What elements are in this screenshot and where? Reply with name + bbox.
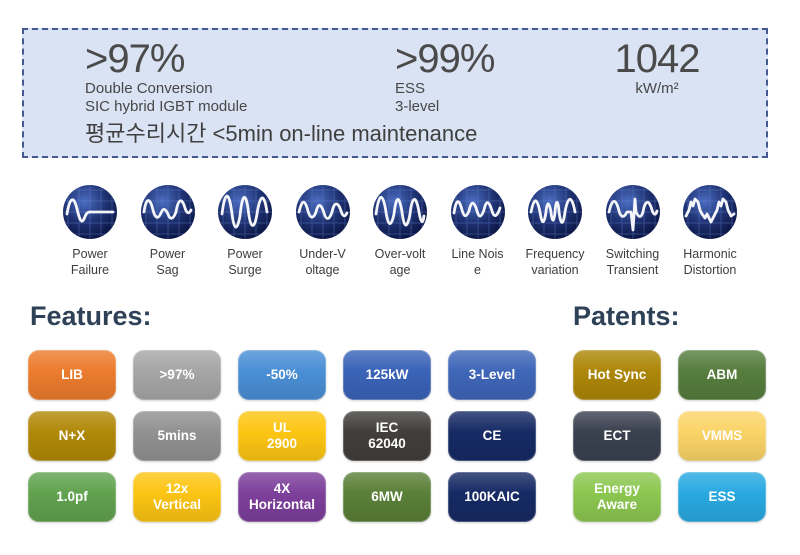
patents-heading: Patents: [573,301,680,331]
badge-label: -50% [266,367,298,383]
harmonic-distortion-item: Harmonic Distortion [672,184,748,279]
over-voltage-item: Over-volt age [362,184,438,279]
feature-badge-50: -50% [238,350,326,400]
badge-label: 4X Horizontal [249,481,315,512]
feature-badge-3-level: 3-Level [448,350,536,400]
line-noise-item: Line Nois e [440,184,516,279]
kpi-stat-efficiency: >97% Double Conversion SIC hybrid IGBT m… [85,38,247,117]
badge-label: N+X [58,428,86,444]
disturbance-icons-row: Power Failure Power Sag Power Surge [52,184,748,279]
frequency-variation-waveform-icon [528,185,582,239]
feature-badge-lib: LIB [28,350,116,400]
feature-badge-5mins: 5mins [133,411,221,461]
feature-badge-97: >97% [133,350,221,400]
badge-label: 3-Level [468,367,516,383]
patent-badge-abm: ABM [678,350,766,400]
badge-label: LIB [61,367,83,383]
disturbance-label: Frequency variation [525,247,585,278]
badge-label: Hot Sync [587,367,647,383]
badge-label: >97% [159,367,195,383]
feature-badge-6mw: 6MW [343,472,431,522]
kpi-subline: ESS [395,80,426,97]
power-surge-item: Power Surge [207,184,283,279]
badge-label: 5mins [157,428,197,444]
switching-transient-waveform-icon [605,185,660,239]
feature-badge-ul-2900: UL 2900 [238,411,326,461]
disturbance-label: Switching Transient [605,247,660,278]
power-sag-waveform-icon [140,185,195,239]
feature-badge-125kw: 125kW [343,350,431,400]
feature-badge-4x-horizontal: 4X Horizontal [238,472,326,522]
badge-label: 1.0pf [56,489,88,505]
frequency-variation-item: Frequency variation [517,184,593,279]
kpi-value: >97% [85,37,185,81]
patent-badge-energy-aware: Energy Aware [573,472,661,522]
kpi-stat-ess-efficiency: >99% ESS 3-level [395,37,495,117]
features-heading: Features: [30,301,152,331]
badge-label: ESS [708,489,736,505]
kpi-stat-power-density: 1042 kW/m² [577,38,737,98]
patents-badge-grid: Hot Sync ABM ECT VMMS Energy Aware ESS [573,350,766,522]
power-failure-item: Power Failure [52,184,128,279]
power-surge-waveform-icon [218,185,272,239]
disturbance-label: Harmonic Distortion [683,247,737,278]
under-voltage-waveform-icon [295,185,350,239]
kpi-maintenance-note: 평균수리시간 <5min on-line maintenance [85,121,478,146]
badge-label: UL 2900 [266,420,298,451]
patent-badge-ess: ESS [678,472,766,522]
switching-transient-item: Switching Transient [595,184,671,279]
feature-badge-1-0pf: 1.0pf [28,472,116,522]
badge-label: IEC 62040 [368,420,406,451]
kpi-value: 1042 [614,37,701,81]
badge-label: 6MW [371,489,403,505]
badge-label: ECT [603,428,631,444]
feature-badge-12x-vertical: 12x Vertical [133,472,221,522]
over-voltage-waveform-icon [373,185,427,239]
badge-label: 100KAIC [464,489,520,505]
patent-badge-vmms: VMMS [678,411,766,461]
disturbance-label: Power Surge [227,247,263,278]
patent-badge-ect: ECT [573,411,661,461]
disturbance-label: Power Failure [70,247,110,278]
power-sag-item: Power Sag [130,184,206,279]
under-voltage-item: Under-V oltage [285,184,361,279]
badge-label: Energy Aware [594,481,640,512]
power-failure-waveform-icon [63,185,117,239]
feature-badge-ce: CE [448,411,536,461]
badge-label: 12x Vertical [152,481,202,512]
harmonic-distortion-waveform-icon [683,185,737,239]
disturbance-label: Over-volt age [374,247,426,278]
kpi-panel: >97% Double Conversion SIC hybrid IGBT m… [22,28,768,158]
kpi-subline: 3-level [395,98,440,116]
line-noise-waveform-icon [450,185,505,239]
badge-label: VMMS [701,428,743,444]
disturbance-label: Line Nois e [451,247,504,278]
badge-label: ABM [706,367,738,383]
disturbance-label: Under-V oltage [299,247,346,278]
badge-label: 125kW [365,367,409,383]
feature-badge-iec-62040: IEC 62040 [343,411,431,461]
kpi-subline: Double Conversion [85,80,213,97]
feature-badge-100kaic: 100KAIC [448,472,536,522]
kpi-subline: SIC hybrid IGBT module [85,98,248,116]
features-badge-grid: LIB >97% -50% 125kW 3-Level N+X 5mins UL 2900 IE… [28,350,536,522]
kpi-value: >99% [395,37,495,81]
kpi-subline: kW/m² [635,80,679,97]
badge-label: CE [482,428,502,444]
disturbance-label: Power Sag [149,247,186,278]
patent-badge-hot-sync: Hot Sync [573,350,661,400]
feature-badge-n-x: N+X [28,411,116,461]
